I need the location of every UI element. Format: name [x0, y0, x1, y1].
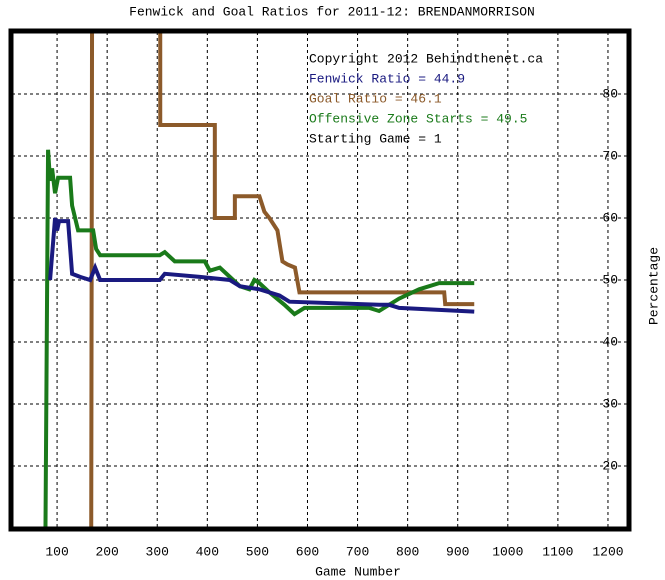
- series-line: [89, 32, 475, 528]
- plot-frame: [8, 28, 632, 532]
- x-tick-label: 400: [196, 544, 219, 559]
- annotation: Starting Game = 1: [309, 131, 442, 146]
- x-tick-label: 800: [396, 544, 419, 559]
- x-tick-label: 1000: [492, 544, 523, 559]
- x-tick-label: 500: [246, 544, 269, 559]
- y-tick-label: 20: [602, 458, 618, 473]
- y-tick-label: 30: [602, 396, 618, 411]
- y-tick-label: 80: [602, 86, 618, 101]
- x-tick-label: 600: [296, 544, 319, 559]
- lines: [43, 32, 475, 528]
- annotation: Offensive Zone Starts = 49.5: [309, 111, 527, 126]
- x-tick-label: 900: [446, 544, 469, 559]
- series-line: [48, 217, 475, 314]
- y-tick-label: 40: [602, 334, 618, 349]
- y-tick-label: 70: [602, 148, 618, 163]
- series-line: [43, 149, 475, 528]
- x-tick-label: 200: [95, 544, 118, 559]
- annotation: Fenwick Ratio = 44.9: [309, 71, 465, 86]
- x-tick-label: 100: [45, 544, 68, 559]
- x-tick-label: 300: [146, 544, 169, 559]
- annotation: Copyright 2012 Behindthenet.ca: [309, 51, 543, 66]
- x-axis-label: Game Number: [315, 564, 401, 579]
- x-tick-label: 1200: [592, 544, 623, 559]
- annotation: Goal Ratio = 46.1: [309, 91, 442, 106]
- x-tick-label: 1100: [542, 544, 573, 559]
- x-tick-label: 700: [346, 544, 369, 559]
- y-tick-label: 50: [602, 272, 618, 287]
- y-axis-label: Percentage: [646, 247, 661, 325]
- chart-title: Fenwick and Goal Ratios for 2011-12: BRE…: [129, 4, 535, 19]
- y-tick-label: 60: [602, 210, 618, 225]
